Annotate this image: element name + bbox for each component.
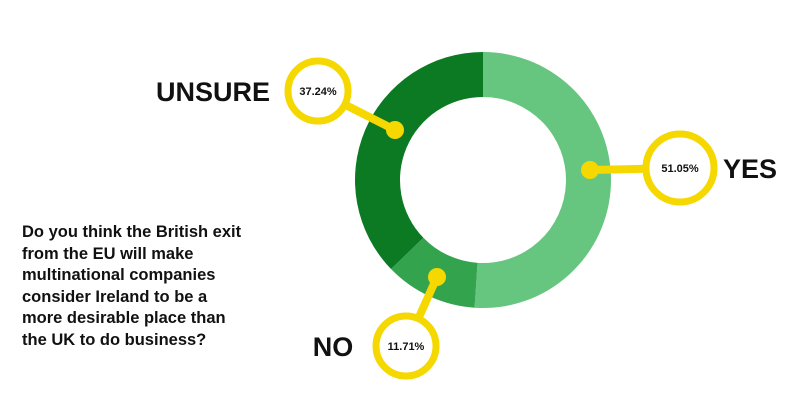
category-label-yes: YES [723,154,777,184]
donut-slices [355,52,612,308]
value-label-unsure: 37.24% [299,86,337,98]
donut-slice-unsure [355,52,483,270]
category-label-unsure: UNSURE [156,77,270,107]
value-label-no: 11.71% [388,341,425,353]
category-label-no: NO [313,332,354,362]
callout-bubble-unsure [284,57,352,125]
question-line: more desirable place than [22,309,226,327]
donut-slice-yes [474,52,612,308]
callout-dot-unsure [386,121,404,139]
question-line: consider Ireland to be a [22,287,208,306]
question-line: Do you think the British exit [22,223,242,241]
callout-dot-yes [581,161,599,179]
value-label-yes: 51.05% [661,163,699,175]
callout-bubble-yes [642,130,718,206]
question-line: the UK to do business? [22,330,207,349]
callout-bubble-no [372,312,440,380]
callout-dot-no [428,268,446,286]
callouts: 51.05% YES 11.71% NO 37.24% UNSURE [156,57,777,380]
chart-question-title: Do you think the British exit from the E… [22,222,322,351]
question-line: multinational companies [22,266,216,284]
question-line: from the EU will make [22,244,194,263]
